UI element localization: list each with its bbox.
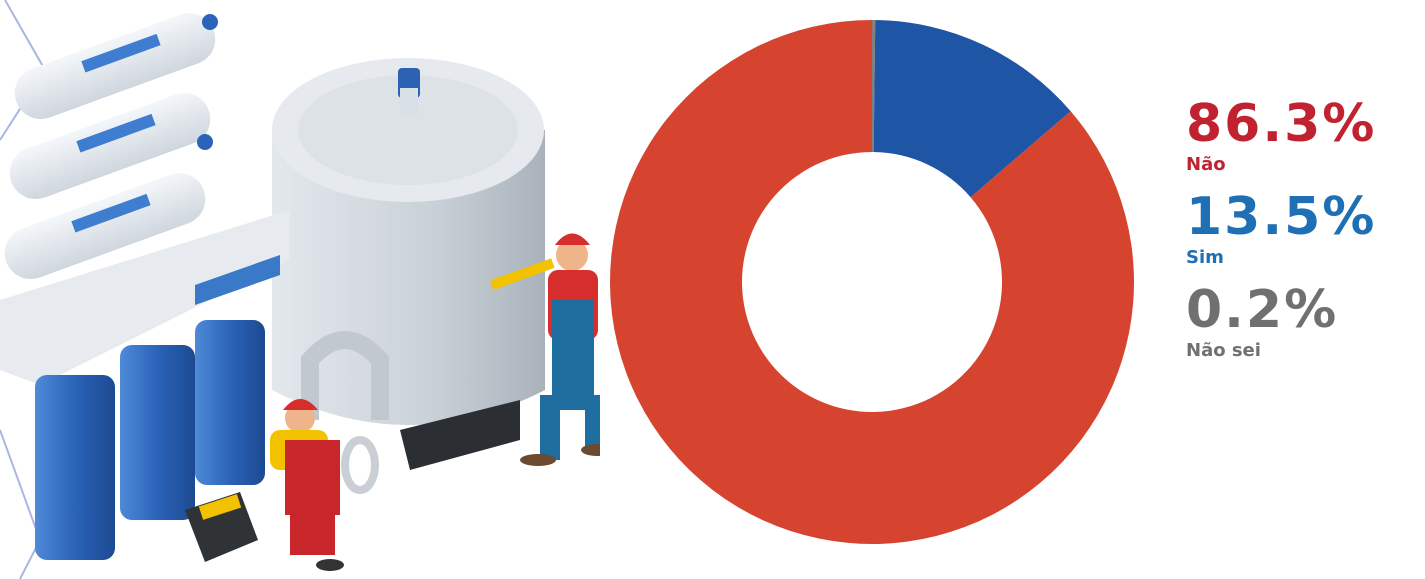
toolbox-icon — [185, 492, 258, 562]
donut-slice-n-o-sei — [872, 20, 876, 153]
legend-percent-sim: 13.5% — [1186, 187, 1377, 247]
legend-item-nao-sei: 0.2% Não sei — [1186, 284, 1425, 361]
filter-cartridge-icon — [4, 12, 218, 280]
donut-chart-svg — [610, 20, 1134, 544]
legend-percent-nao: 86.3% — [1186, 94, 1377, 154]
legend-item-nao: 86.3% Não — [1186, 98, 1425, 175]
water-filter-illustration — [0, 0, 600, 579]
legend-item-sim: 13.5% Sim — [1186, 191, 1425, 268]
filter-canisters — [35, 320, 265, 560]
donut-slice-sim — [873, 20, 1071, 198]
legend-label-nao: Não — [1186, 154, 1226, 175]
legend-label-sim: Sim — [1186, 247, 1224, 268]
chart-legend: 86.3% Não 13.5% Sim 0.2% Não sei — [1186, 98, 1425, 377]
water-tank-icon — [272, 58, 545, 470]
plumber-icon — [270, 399, 379, 571]
donut-slice-n-o — [610, 20, 1134, 544]
donut-chart — [600, 10, 1145, 555]
legend-label-nao-sei: Não sei — [1186, 340, 1261, 361]
filter-manifold — [0, 210, 290, 385]
plumber-icon — [490, 233, 600, 466]
legend-percent-nao-sei: 0.2% — [1186, 280, 1339, 340]
